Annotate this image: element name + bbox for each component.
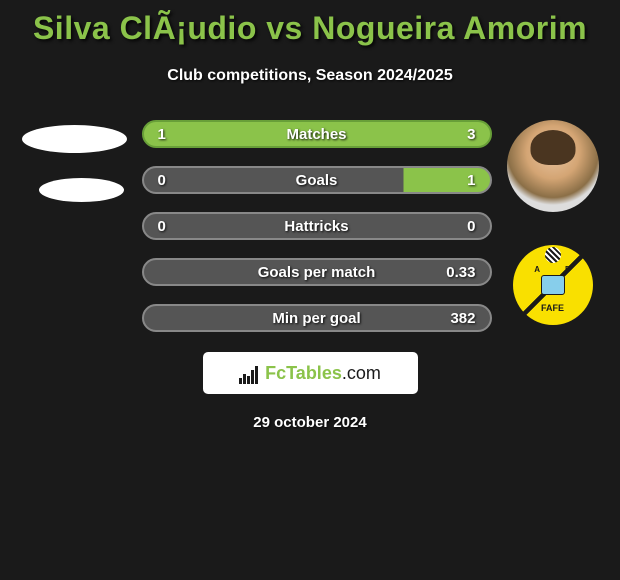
club-center-shield	[541, 275, 565, 295]
stat-label: Hattricks	[284, 218, 348, 235]
stat-bar-min-per-goal: Min per goal 382	[142, 304, 492, 332]
club-badge-inner: A D FAFE	[513, 245, 593, 325]
stat-right-value: 382	[450, 310, 475, 327]
stat-bar-goals: 0 Goals 1	[142, 166, 492, 194]
footer-brand-suffix: .com	[342, 363, 381, 383]
infographic-container: Silva ClÃ¡udio vs Nogueira Amorim Club c…	[0, 0, 620, 436]
stat-label: Matches	[286, 126, 346, 143]
stat-right-value: 3	[467, 126, 475, 143]
club-placeholder-badge	[39, 178, 124, 202]
club-badge: A D FAFE	[510, 242, 595, 327]
main-content: 1 Matches 3 0 Goals 1 0 Hattricks 0 Goal…	[10, 120, 610, 332]
stat-label: Min per goal	[272, 310, 360, 327]
stat-right-value: 0.33	[446, 264, 475, 281]
club-letter-d: D	[565, 265, 571, 274]
stat-bar-matches: 1 Matches 3	[142, 120, 492, 148]
stat-bar-hattricks: 0 Hattricks 0	[142, 212, 492, 240]
player-photo	[507, 120, 599, 212]
stat-left-value: 0	[158, 218, 166, 235]
footer-brand-text: FcTables.com	[265, 363, 381, 384]
player-placeholder-badge	[22, 125, 127, 153]
stat-left-value: 0	[158, 172, 166, 189]
stat-label: Goals per match	[258, 264, 376, 281]
club-text-bottom: FAFE	[541, 303, 564, 313]
footer-brand-badge: FcTables.com	[203, 352, 418, 394]
stat-bar-goals-per-match: Goals per match 0.33	[142, 258, 492, 286]
stat-label: Goals	[296, 172, 338, 189]
bar-chart-icon	[239, 362, 261, 384]
subtitle: Club competitions, Season 2024/2025	[10, 67, 610, 85]
footer-brand-name: FcTables	[265, 363, 342, 383]
club-letters-top: A D	[534, 265, 571, 274]
stats-column: 1 Matches 3 0 Goals 1 0 Hattricks 0 Goal…	[142, 120, 492, 332]
stat-right-value: 0	[467, 218, 475, 235]
club-letter-a: A	[534, 265, 540, 274]
date-text: 29 october 2024	[10, 414, 610, 431]
stat-right-value: 1	[467, 172, 475, 189]
left-player-column	[22, 120, 127, 202]
page-title: Silva ClÃ¡udio vs Nogueira Amorim	[10, 5, 610, 52]
right-player-column: A D FAFE	[507, 120, 599, 327]
stat-left-value: 1	[158, 126, 166, 143]
